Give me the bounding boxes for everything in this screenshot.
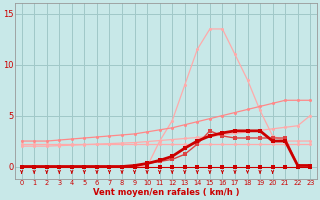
X-axis label: Vent moyen/en rafales ( km/h ): Vent moyen/en rafales ( km/h ) <box>93 188 239 197</box>
